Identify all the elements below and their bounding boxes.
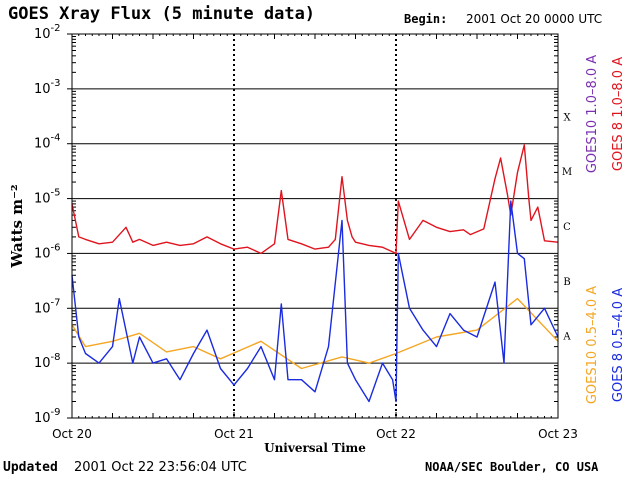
flare-class-label: M [562, 167, 572, 178]
y-tick-label: 10-2 [34, 23, 61, 42]
y-tick-label: 10-4 [34, 133, 61, 152]
y-tick-exponent: -9 [51, 407, 61, 418]
text-layer: 10-9 10-8 10-7 10-6 10-5 10-4 10-3 10-2 Oct 20 Oc… [8, 23, 626, 455]
legend-entry: GOES10 0.5–4.0 A [585, 286, 600, 404]
y-tick-exponent: -8 [51, 352, 61, 363]
chart-title: GOES Xray Flux (5 minute data) [8, 4, 316, 24]
flare-class-label: A [562, 332, 571, 343]
x-tick-label: Oct 21 [214, 427, 254, 441]
y-tick-exponent: -5 [51, 188, 61, 199]
x-tick-label: Oct 22 [376, 427, 416, 441]
legend-entry: GOES 8 0.5–4.0 A [611, 288, 626, 402]
y-tick-label: 10-8 [34, 352, 61, 371]
flare-class-label: X [563, 112, 571, 123]
y-tick-exponent: -7 [51, 297, 61, 308]
x-tick-label: Oct 23 [538, 427, 578, 441]
updated-label: Updated [3, 460, 58, 475]
series-layer [71, 144, 559, 403]
y-tick-exponent: -4 [51, 133, 61, 144]
series-line-goes10-0-5-4-0-a [71, 297, 559, 370]
y-tick-label: 10-7 [34, 297, 61, 316]
flare-class-label: B [563, 277, 570, 288]
updated-value: 2001 Oct 22 23:56:04 UTC [74, 460, 247, 475]
legend-entry: GOES10 1.0–8.0 A [585, 55, 600, 173]
y-tick-label: 10-9 [34, 407, 61, 426]
credit-label: NOAA/SEC Boulder, CO USA [425, 460, 599, 474]
series-line-goes-8-0-5-4-0-a [71, 200, 559, 403]
x-tick-label: Oct 20 [52, 427, 92, 441]
y-tick-label: 10-3 [34, 78, 61, 97]
series-line-goes-8-1-0-8-0-a [71, 144, 559, 255]
y-axis-label: Watts m⁻² [8, 184, 26, 268]
y-tick-exponent: -3 [51, 78, 61, 89]
y-tick-exponent: -6 [51, 242, 61, 253]
flare-class-label: C [563, 222, 571, 233]
legend-entry: GOES 8 1.0–8.0 A [611, 57, 626, 171]
y-tick-label: 10-6 [34, 242, 61, 261]
plot-frame [71, 33, 559, 419]
y-tick-exponent: -2 [51, 23, 61, 34]
y-tick-label: 10-5 [34, 188, 61, 207]
x-axis-label: Universal Time [264, 441, 366, 455]
begin-value: 2001 Oct 20 0000 UTC [466, 12, 603, 26]
begin-label: Begin: [404, 12, 448, 26]
